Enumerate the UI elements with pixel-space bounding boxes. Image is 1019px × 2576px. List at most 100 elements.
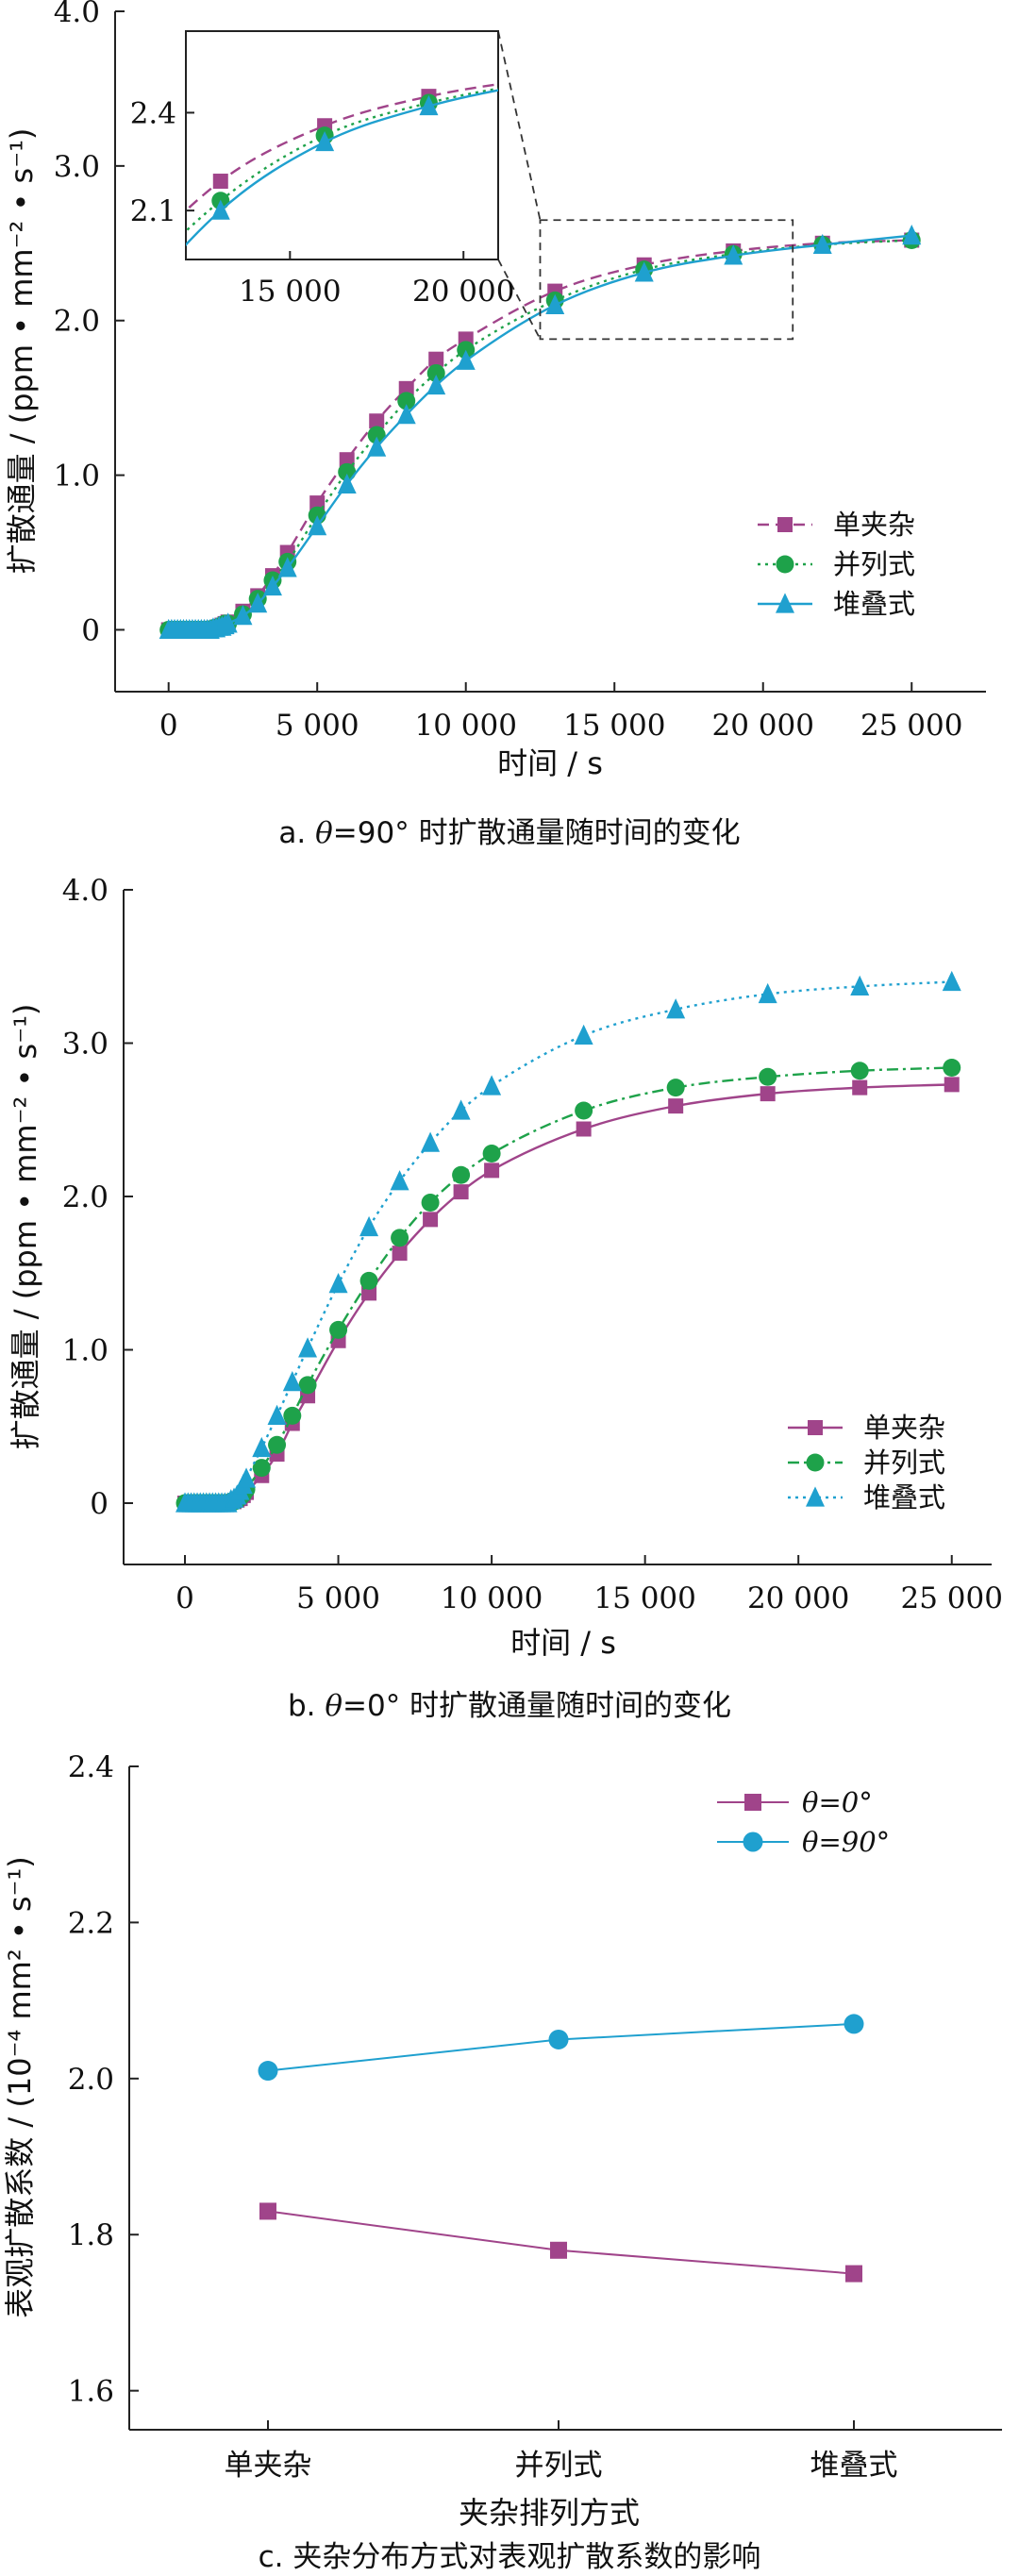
data-point	[902, 225, 922, 245]
series-θ=0°	[259, 2202, 862, 2283]
series-堆叠式	[175, 970, 961, 1513]
data-point	[298, 1337, 318, 1358]
data-point	[724, 244, 743, 265]
data-point	[419, 94, 439, 116]
data-point	[237, 1467, 257, 1488]
data-point	[844, 2014, 864, 2034]
data-point	[548, 2029, 569, 2049]
data-point	[758, 982, 777, 1004]
data-point	[337, 473, 357, 494]
data-point	[277, 557, 297, 577]
legend-label: 并列式	[863, 1447, 945, 1479]
data-point	[109, 275, 124, 290]
inset-frame	[185, 30, 499, 260]
series-line	[185, 1066, 952, 1505]
data-point	[391, 1229, 409, 1247]
y-tick-label: 1.6	[68, 2375, 114, 2409]
x-tick-label: 20 000	[747, 1581, 849, 1615]
y-tick-label: 0	[81, 613, 100, 647]
y-tick-label: 3.0	[62, 1028, 109, 1062]
data-point	[359, 1215, 379, 1237]
inset-connector	[497, 30, 542, 221]
panel-c: 1.6 1.8 2.0 2.2 2.4 夹杂排列方式 表观扩散系数 / (10⁻⁴ mm² …	[2, 1750, 1002, 2531]
data-point	[421, 1194, 440, 1212]
legend-marker	[806, 1453, 825, 1472]
data-point	[524, 75, 542, 92]
data-point	[367, 426, 386, 444]
caption-a: a. θ=90° 时扩散通量随时间的变化	[278, 816, 740, 850]
data-point	[258, 2061, 278, 2082]
legend-marker	[776, 555, 794, 574]
inset-y-tick-label: 2.4	[130, 96, 176, 130]
data-point	[298, 1376, 317, 1395]
data-point	[308, 515, 327, 536]
legend-label: 单夹杂	[863, 1412, 945, 1444]
data-point	[850, 1062, 869, 1080]
x-tick-label: 15 000	[593, 1581, 695, 1615]
data-point	[526, 73, 541, 88]
data-point	[666, 1079, 685, 1097]
data-point	[252, 1459, 271, 1478]
legend-label: 堆叠式	[863, 1481, 945, 1514]
y-tick-label: 4.0	[62, 874, 109, 908]
x-tick-label: 5 000	[276, 709, 359, 743]
x-tick-label: 25 000	[860, 709, 962, 743]
x-tick-label: 单夹杂	[225, 2449, 312, 2483]
data-point	[268, 1435, 287, 1454]
caption-c: c. 夹杂分布方式对表观扩散系数的影响	[259, 2540, 761, 2574]
legend-label: 单夹杂	[833, 509, 915, 541]
legend-label: θ=0°	[802, 1786, 873, 1818]
y-tick-label: 1.0	[54, 460, 100, 493]
data-point	[426, 374, 446, 395]
y-tick-label: 1.8	[68, 2218, 114, 2252]
data-point	[361, 1285, 377, 1301]
data-point	[944, 1077, 960, 1093]
x-tick-label: 0	[159, 709, 178, 743]
data-point	[329, 1320, 348, 1339]
legend-marker	[777, 517, 793, 532]
series-line	[185, 1083, 952, 1505]
data-point	[218, 612, 238, 633]
x-tick-label: 25 000	[900, 1581, 1002, 1615]
data-point	[451, 1099, 471, 1120]
data-point	[426, 363, 445, 382]
series-line	[185, 980, 952, 1505]
data-point	[759, 1067, 777, 1086]
data-point	[524, 73, 543, 92]
y-axis-title: 表观扩散系数 / (10⁻⁴ mm² • s⁻¹)	[2, 1856, 38, 2318]
data-point	[233, 605, 253, 626]
y-tick-label: 2.0	[62, 1180, 109, 1214]
data-point	[339, 452, 355, 468]
data-point	[629, 66, 644, 81]
data-point	[574, 1024, 593, 1045]
data-point	[108, 296, 125, 314]
legend-marker	[743, 1832, 763, 1852]
data-point	[392, 1246, 408, 1262]
y-tick-label: 1.0	[62, 1334, 109, 1368]
x-tick-label: 0	[175, 1581, 194, 1615]
data-point	[40, 379, 55, 394]
data-point	[259, 2202, 276, 2220]
caption-b: b. θ=0° 时扩散通量随时间的变化	[288, 1689, 731, 1723]
data-point	[252, 1436, 272, 1458]
x-tick-label: 堆叠式	[810, 2449, 898, 2483]
y-tick-label: 4.0	[54, 0, 100, 29]
legend-marker	[808, 1420, 823, 1435]
data-point	[668, 1098, 684, 1114]
data-point	[73, 369, 92, 389]
data-point	[282, 1371, 302, 1392]
y-tick-label: 2.0	[54, 305, 100, 339]
data-point	[484, 1163, 500, 1179]
legend-label: θ=90°	[802, 1826, 890, 1858]
data-point	[369, 413, 385, 429]
data-point	[575, 1101, 593, 1120]
data-point	[942, 970, 961, 992]
series-单夹杂	[177, 1077, 960, 1511]
data-point	[315, 130, 335, 152]
data-point	[390, 1170, 409, 1191]
y-tick-label: 0	[90, 1487, 109, 1521]
data-point	[452, 1165, 471, 1184]
x-axis-title: 时间 / s	[510, 1625, 616, 1661]
